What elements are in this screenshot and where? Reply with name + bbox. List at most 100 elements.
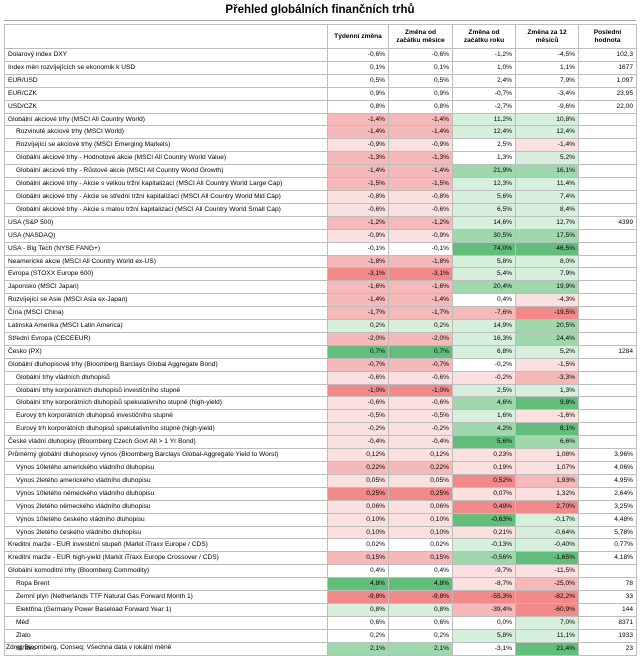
- change-12m-cell: -1,5%: [515, 357, 579, 372]
- last-value-cell: [578, 370, 637, 385]
- row-label: Střední Evropa (CECEEUR): [4, 331, 328, 346]
- mtd-change-cell: 0,15%: [388, 551, 453, 566]
- last-value-cell: [578, 306, 637, 321]
- ytd-change-cell: 5,8%: [452, 628, 516, 643]
- weekly-change-cell: -1,4%: [327, 112, 389, 127]
- table-row: České vládní dluhopisy (Bloomberg Czech …: [4, 435, 637, 450]
- header-mtd: Změna od začátku měsíce: [388, 24, 453, 49]
- weekly-change-cell: -0,6%: [327, 396, 389, 411]
- mtd-change-cell: -1,6%: [388, 280, 453, 295]
- table-row: Stříbro 2,1% 2,1% -3,1% 21,4% 23: [4, 641, 637, 656]
- mtd-change-cell: 0,8%: [388, 99, 453, 114]
- table-row: Globální trhy korporátních dluhopisů spe…: [4, 396, 637, 411]
- header-last-value: Poslední hodnota: [578, 24, 637, 49]
- weekly-change-cell: -0,1%: [327, 241, 389, 256]
- last-value-cell: [578, 422, 637, 437]
- table-row: Čína (MSCI China) -1,7% -1,7% -7,6% -19,5%: [4, 306, 637, 321]
- ytd-change-cell: 11,2%: [452, 112, 516, 127]
- change-12m-cell: 6,6%: [515, 435, 579, 450]
- table-row: Kreditní marže - EUR high-yield (Markit …: [4, 551, 637, 566]
- source-note: Zdroj: Bloomberg, Conseq; Všechna data v…: [6, 644, 172, 651]
- table-row: Česko (PX) 0,7% 0,7% 6,8% 5,2% 1284: [4, 344, 637, 359]
- ytd-change-cell: 12,3%: [452, 177, 516, 191]
- weekly-change-cell: -1,4%: [327, 125, 389, 140]
- change-12m-cell: 17,5%: [515, 228, 579, 243]
- table-row: Globální komoditní trhy (Bloomberg Commo…: [4, 564, 637, 579]
- mtd-change-cell: 0,6%: [388, 615, 453, 630]
- row-label: Neamerické akcie (MSCI All Country World…: [4, 254, 328, 269]
- ytd-change-cell: -0,56%: [452, 551, 516, 566]
- change-12m-cell: -1,6%: [515, 409, 579, 424]
- last-value-cell: 8371: [578, 615, 637, 630]
- last-value-cell: [578, 138, 637, 153]
- mtd-change-cell: 0,9%: [388, 86, 453, 101]
- mtd-change-cell: -0,7%: [388, 357, 453, 372]
- mtd-change-cell: -0,9%: [388, 138, 453, 153]
- change-12m-cell: 12,4%: [515, 125, 579, 140]
- change-12m-cell: 11,1%: [515, 628, 579, 643]
- weekly-change-cell: 0,4%: [327, 564, 389, 579]
- ytd-change-cell: 6,8%: [452, 344, 516, 359]
- weekly-change-cell: 0,8%: [327, 99, 389, 114]
- mtd-change-cell: -1,2%: [388, 215, 453, 230]
- ytd-change-cell: -2,7%: [452, 99, 516, 114]
- last-value-cell: [578, 112, 637, 127]
- last-value-cell: [578, 189, 637, 204]
- ytd-change-cell: 0,19%: [452, 461, 516, 475]
- weekly-change-cell: 0,15%: [327, 551, 389, 566]
- table-row: USA - Big Tech (NYSE FANG+) -0,1% -0,1% 74,…: [4, 241, 637, 256]
- last-value-cell: 5,78%: [578, 525, 637, 540]
- mtd-change-cell: 0,10%: [388, 525, 453, 540]
- row-label: Globální akciové trhy (MSCI All Country …: [4, 112, 328, 127]
- row-label: Zemní plyn (Netherlands TTF Natural Gas …: [4, 590, 328, 604]
- last-value-cell: [578, 383, 637, 398]
- mtd-change-cell: -0,1%: [388, 241, 453, 256]
- header-row: Týdenní změna Změna od začátku měsíce Zm…: [4, 24, 637, 49]
- ytd-change-cell: 74,0%: [452, 241, 516, 256]
- table-row: EUR/CZK 0,9% 0,9% -0,7% -3,4% 23,95: [4, 86, 637, 101]
- mtd-change-cell: 0,5%: [388, 73, 453, 88]
- weekly-change-cell: 0,06%: [327, 499, 389, 514]
- weekly-change-cell: -0,7%: [327, 357, 389, 372]
- row-label: Stříbro: [4, 641, 328, 656]
- row-label: Česko (PX): [4, 344, 328, 359]
- markets-table: Týdenní změna Změna od začátku měsíce Zm…: [4, 24, 637, 656]
- weekly-change-cell: 0,5%: [327, 73, 389, 88]
- table-row: Evropa (STOXX Europe 600) -3,1% -3,1% 5,4% 7…: [4, 267, 637, 282]
- ytd-change-cell: 0,21%: [452, 525, 516, 540]
- mtd-change-cell: -0,6%: [388, 48, 453, 62]
- change-12m-cell: 1,93%: [515, 473, 579, 488]
- ytd-change-cell: -3,1%: [452, 641, 516, 656]
- mtd-change-cell: -3,1%: [388, 267, 453, 282]
- mtd-change-cell: -0,9%: [388, 228, 453, 243]
- ytd-change-cell: 5,4%: [452, 267, 516, 282]
- row-label: Globální akciové trhy - Akcie s velkou t…: [4, 177, 328, 191]
- weekly-change-cell: 0,7%: [327, 344, 389, 359]
- weekly-change-cell: -1,4%: [327, 293, 389, 308]
- table-row: Globální trhy korporátních dluhopisů inv…: [4, 383, 637, 398]
- change-12m-cell: 19,9%: [515, 280, 579, 295]
- table-row: Měď 0,6% 0,6% 0,0% 7,0% 8371: [4, 615, 637, 630]
- mtd-change-cell: -9,8%: [388, 590, 453, 604]
- weekly-change-cell: -1,8%: [327, 254, 389, 269]
- change-12m-cell: 7,9%: [515, 267, 579, 282]
- table-row: Latinská Amerika (MSCI Latin America) 0,2…: [4, 319, 637, 333]
- ytd-change-cell: -0,2%: [452, 357, 516, 372]
- mtd-change-cell: -1,7%: [388, 306, 453, 321]
- table-row: Střední Evropa (CECEEUR) -2,0% -2,0% 16,3% 2…: [4, 331, 637, 346]
- mtd-change-cell: -0,6%: [388, 396, 453, 411]
- change-12m-cell: -60,9%: [515, 602, 579, 617]
- change-12m-cell: 8,1%: [515, 422, 579, 437]
- ytd-change-cell: 0,49%: [452, 499, 516, 514]
- last-value-cell: [578, 202, 637, 217]
- weekly-change-cell: 0,9%: [327, 86, 389, 101]
- table-row: Index měn rozvíjejících se ekonomik k US…: [4, 60, 637, 75]
- last-value-cell: 1284: [578, 344, 637, 359]
- ytd-change-cell: -9,7%: [452, 564, 516, 579]
- ytd-change-cell: 5,6%: [452, 435, 516, 450]
- row-label: Elektřina (Germany Power Baseload Forwar…: [4, 602, 328, 617]
- mtd-change-cell: 2,1%: [388, 641, 453, 656]
- mtd-change-cell: 4,8%: [388, 577, 453, 592]
- mtd-change-cell: 0,2%: [388, 628, 453, 643]
